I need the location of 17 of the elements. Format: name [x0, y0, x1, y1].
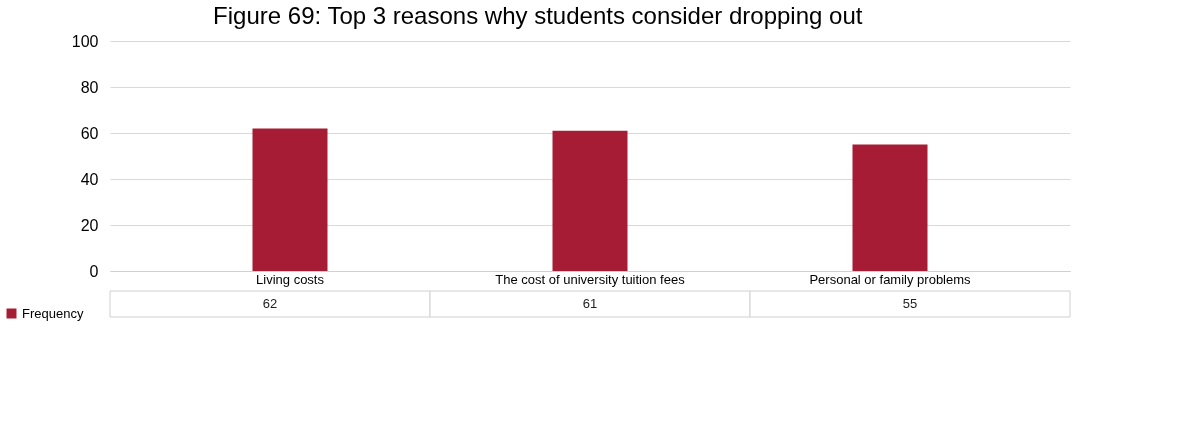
- x-tick-label: Living costs: [256, 271, 325, 287]
- y-tick-label: 80: [80, 78, 99, 96]
- x-tick-label: Personal or family problems: [809, 271, 972, 287]
- y-tick-label: 40: [80, 170, 99, 188]
- x-tick-label: The cost of university tuition fees: [495, 271, 686, 287]
- bar: [852, 144, 928, 271]
- data-label: 55: [902, 296, 918, 311]
- data-label: 61: [582, 296, 598, 311]
- y-tick-label: 20: [80, 216, 99, 234]
- data-label: 62: [262, 296, 278, 311]
- bar: [552, 130, 628, 271]
- y-tick-label: 100: [71, 32, 99, 50]
- legend-label: Frequency: [22, 305, 84, 321]
- chart-title: Figure 69: Top 3 reasons why students consider dropping out: [213, 2, 863, 29]
- bar: [252, 128, 328, 271]
- y-tick-label: 60: [80, 124, 99, 142]
- y-tick-label: 0: [89, 262, 99, 280]
